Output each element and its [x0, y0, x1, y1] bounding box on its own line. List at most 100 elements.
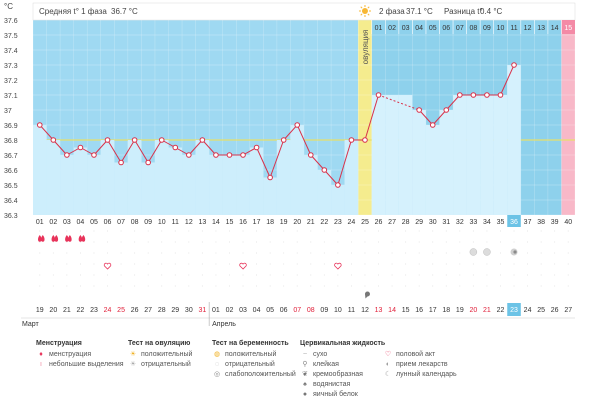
cycle-day-label[interactable]: 28 [402, 219, 410, 226]
cycle-day-label[interactable]: 25 [361, 219, 369, 226]
calendar-date-label[interactable]: 18 [442, 307, 450, 314]
calendar-date-label[interactable]: 11 [348, 307, 355, 314]
temperature-point[interactable] [77, 144, 84, 151]
temperature-point[interactable] [375, 92, 382, 98]
calendar-date-label[interactable]: 20 [49, 307, 57, 314]
menstruation-icon[interactable] [37, 235, 45, 242]
calendar-date-label[interactable]: 06 [280, 307, 288, 314]
temperature-point[interactable] [335, 182, 341, 188]
calendar-date-label[interactable]: 17 [429, 307, 437, 314]
temperature-point[interactable] [267, 174, 273, 181]
calendar-date-label[interactable]: 20 [469, 307, 477, 314]
cycle-day-label[interactable]: 37 [524, 219, 532, 226]
intercourse-icon[interactable] [103, 262, 112, 270]
cycle-day-label[interactable]: 38 [537, 219, 545, 226]
temperature-point[interactable] [158, 137, 165, 143]
calendar-date-label[interactable]: 22 [77, 307, 85, 314]
cycle-day-label[interactable]: 27 [388, 219, 396, 226]
calendar-date-label[interactable]: 31 [198, 307, 206, 314]
calendar-date-label[interactable]: 24 [524, 307, 532, 314]
menstruation-icon[interactable] [65, 235, 72, 242]
cycle-day-label[interactable]: 35 [497, 219, 505, 226]
cycle-day-label[interactable]: 26 [375, 219, 383, 226]
temperature-point[interactable] [457, 92, 463, 98]
calendar-date-label[interactable]: 25 [117, 307, 125, 314]
temperature-point[interactable] [240, 152, 246, 158]
cycle-day-label[interactable]: 01 [36, 219, 44, 226]
temperature-point[interactable] [294, 122, 301, 128]
temperature-point[interactable] [416, 107, 422, 113]
calendar-date-label[interactable]: 05 [266, 307, 274, 314]
calendar-date-label[interactable]: 26 [131, 307, 139, 314]
cycle-day-label[interactable]: 05 [90, 219, 98, 226]
calendar-date-label[interactable]: 13 [375, 307, 383, 314]
cycle-day-label[interactable]: 09 [144, 219, 152, 226]
temperature-point[interactable] [429, 122, 436, 128]
cervical-fluid-icon[interactable] [364, 291, 370, 299]
calendar-date-label[interactable]: 27 [564, 307, 572, 314]
calendar-date-label[interactable]: 21 [63, 307, 71, 314]
calendar-date-label[interactable]: 24 [104, 307, 112, 314]
temperature-point[interactable] [226, 152, 233, 158]
cycle-day-label[interactable]: 20 [293, 219, 301, 226]
temperature-point[interactable] [172, 144, 179, 151]
temperature-point[interactable] [118, 159, 124, 166]
temperature-point[interactable] [321, 167, 328, 173]
cycle-day-label[interactable]: 03 [63, 219, 71, 226]
cycle-day-label[interactable]: 21 [307, 219, 315, 226]
cycle-day-label[interactable]: 08 [131, 219, 139, 226]
cycle-day-label[interactable]: 36 [510, 219, 518, 226]
cycle-day-label[interactable]: 11 [172, 219, 179, 226]
cycle-day-label[interactable]: 06 [104, 219, 112, 226]
calendar-date-label[interactable]: 15 [402, 307, 410, 314]
temperature-point[interactable] [362, 137, 368, 143]
menstruation-icon[interactable] [51, 235, 59, 242]
cycle-day-label[interactable]: 31 [442, 219, 450, 226]
temperature-point[interactable] [213, 152, 219, 158]
cycle-day-label[interactable]: 04 [77, 219, 85, 226]
cycle-day-label[interactable]: 29 [415, 219, 423, 226]
cycle-day-label[interactable]: 34 [483, 219, 491, 226]
cycle-day-label[interactable]: 33 [469, 219, 477, 226]
calendar-date-label[interactable]: 25 [537, 307, 545, 314]
temperature-point[interactable] [443, 107, 450, 113]
medication-icon[interactable] [469, 248, 478, 256]
cycle-day-label[interactable]: 10 [158, 219, 166, 226]
cycle-day-label[interactable]: 02 [49, 219, 57, 226]
temperature-point[interactable] [50, 137, 57, 143]
calendar-date-label[interactable]: 23 [90, 307, 98, 314]
cycle-day-label[interactable]: 07 [117, 219, 125, 226]
calendar-date-label[interactable]: 26 [551, 307, 559, 314]
temperature-point[interactable] [253, 144, 260, 151]
cycle-day-label[interactable]: 30 [429, 219, 437, 226]
calendar-date-label[interactable]: 02 [226, 307, 234, 314]
calendar-date-label[interactable]: 29 [171, 307, 179, 314]
cycle-day-label[interactable]: 14 [212, 219, 220, 226]
calendar-date-label[interactable]: 07 [293, 307, 301, 314]
cycle-day-label[interactable]: 15 [226, 219, 234, 226]
calendar-date-label[interactable]: 14 [388, 307, 396, 314]
cycle-day-label[interactable]: 23 [334, 219, 342, 226]
cycle-day-label[interactable]: 19 [280, 219, 288, 226]
temperature-point[interactable] [131, 137, 138, 143]
cycle-day-label[interactable]: 16 [239, 219, 247, 226]
temperature-point[interactable] [36, 122, 43, 128]
cycle-day-label[interactable]: 32 [456, 219, 464, 226]
calendar-date-label[interactable]: 04 [253, 307, 261, 314]
temperature-point[interactable] [470, 92, 477, 98]
temperature-point[interactable] [497, 92, 504, 98]
medication-icon[interactable] [483, 248, 491, 256]
intercourse-icon[interactable] [239, 262, 247, 270]
calendar-date-label[interactable]: 08 [307, 307, 315, 314]
calendar-date-label[interactable]: 01 [212, 307, 220, 314]
temperature-point[interactable] [348, 137, 355, 143]
cycle-day-label[interactable]: 17 [253, 219, 261, 226]
cycle-day-label[interactable]: 24 [348, 219, 356, 226]
cycle-day-label[interactable]: 18 [266, 219, 274, 226]
calendar-date-label[interactable]: 09 [320, 307, 328, 314]
intercourse-icon[interactable] [334, 262, 342, 270]
calendar-date-label[interactable]: 16 [415, 307, 423, 314]
calendar-date-label[interactable]: 22 [497, 307, 505, 314]
calendar-date-label[interactable]: 21 [483, 307, 491, 314]
calendar-date-label[interactable]: 10 [334, 307, 342, 314]
